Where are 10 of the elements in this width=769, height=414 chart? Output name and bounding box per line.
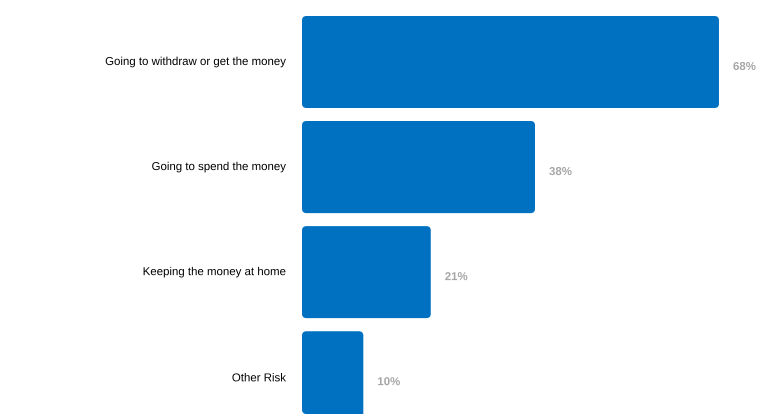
bar xyxy=(302,16,719,108)
data-label: 38% xyxy=(549,167,572,176)
y-tick-label: Other Risk xyxy=(232,373,286,382)
data-label: 10% xyxy=(378,377,400,386)
y-tick-label: Going to spend the money xyxy=(152,162,286,172)
y-tick-label: Going to withdraw or get the money xyxy=(106,56,286,68)
data-label: 21% xyxy=(445,272,468,280)
y-tick-label: Keeping the money at home xyxy=(144,266,286,278)
data-label: 68% xyxy=(733,62,756,70)
bar xyxy=(302,121,536,214)
